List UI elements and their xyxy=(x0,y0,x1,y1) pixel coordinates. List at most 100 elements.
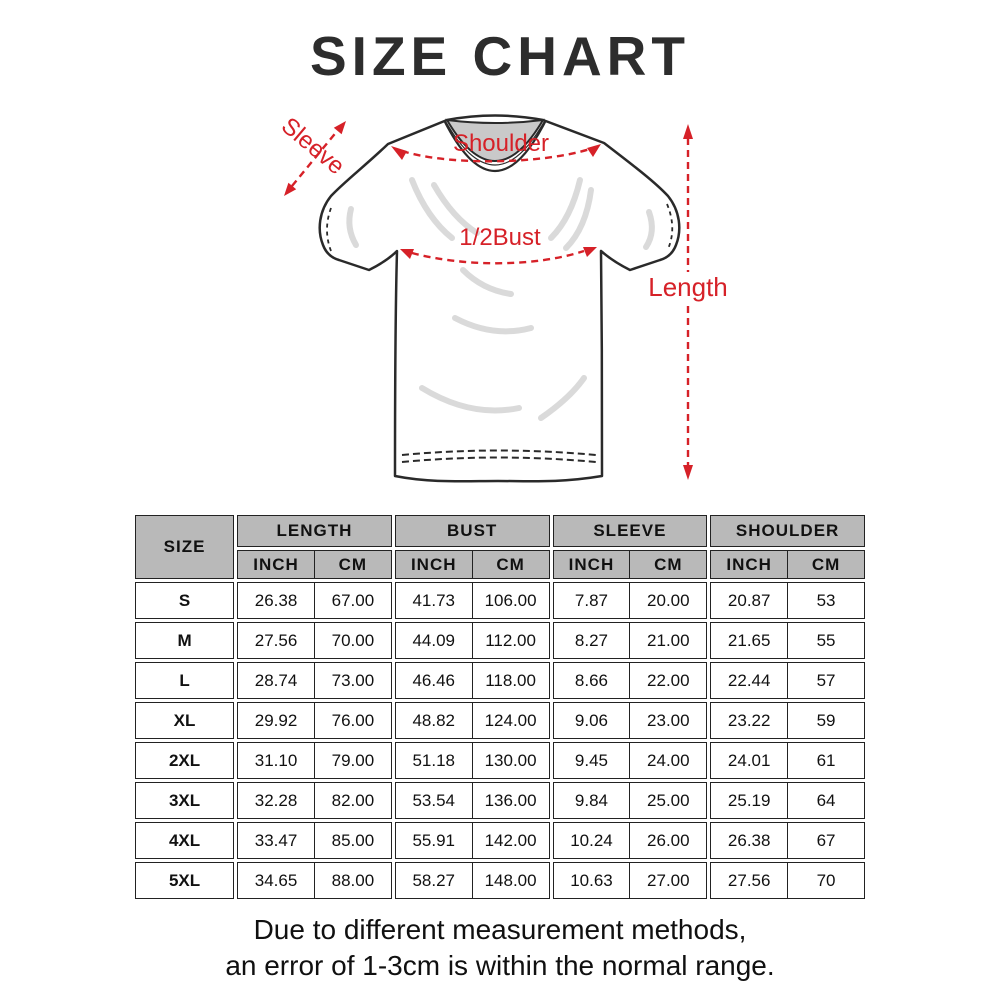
cm-value: 27.00 xyxy=(647,870,690,890)
inch-value: 24.01 xyxy=(711,743,789,778)
cm-value: 148.00 xyxy=(484,870,537,890)
unit-cm: CM xyxy=(496,554,525,574)
cm-value: 53 xyxy=(816,590,836,610)
cm-value: 22.00 xyxy=(647,670,690,690)
column-header-size: SIZE xyxy=(135,515,235,579)
unit-cm: CM xyxy=(811,554,841,574)
column-group-shoulder: SHOULDER xyxy=(710,515,865,547)
cm-value: 67.00 xyxy=(331,590,375,610)
footer-note: Due to different measurement methods, an… xyxy=(225,912,774,984)
inch-value: 10.24 xyxy=(554,823,631,858)
inch-value: 44.09 xyxy=(396,623,473,658)
unit-cm: CM xyxy=(338,554,368,574)
inch-value: 9.84 xyxy=(554,783,631,818)
cm-value: 136.00 xyxy=(484,790,537,810)
header-unit-row: INCH CM INCH CM INCH CM xyxy=(135,550,865,579)
length-top-arrowhead xyxy=(683,124,693,139)
table-row: 5XL 34.65 88.00 58.27 148.00 10.63 27.00 27.56 7… xyxy=(135,862,865,899)
measurement-cell: 46.46 118.00 xyxy=(394,662,550,699)
measurement-cell: 27.56 70.00 xyxy=(237,622,392,659)
bust-arrow-line xyxy=(411,249,585,265)
shoulder-units: INCH CM xyxy=(710,550,865,579)
measurement-cell: 27.56 70 xyxy=(710,862,865,899)
measurement-cell: 58.27 148.00 xyxy=(394,862,550,899)
inch-value: 9.45 xyxy=(554,743,631,778)
inch-value: 9.06 xyxy=(554,703,631,738)
cm-value: 70.00 xyxy=(331,630,375,650)
cm-value: 70 xyxy=(816,870,836,890)
cm-value: 21.00 xyxy=(647,630,690,650)
measurement-cell: 22.44 57 xyxy=(710,662,865,699)
size-label: S xyxy=(135,582,235,619)
measurement-cell: 20.87 53 xyxy=(710,582,865,619)
tshirt-measurement-diagram: Shoulder 1/2Bust Sleeve Length xyxy=(250,88,750,508)
inch-value: 48.82 xyxy=(396,703,473,738)
footer-line-1: Due to different measurement methods, xyxy=(253,914,747,945)
inch-value: 33.47 xyxy=(238,823,315,858)
inch-value: 46.46 xyxy=(396,663,473,698)
size-table: SIZE LENGTH BUST SLEEVE SHOULDER INCH CM… xyxy=(132,512,868,902)
inch-value: 8.27 xyxy=(554,623,631,658)
inch-value: 31.10 xyxy=(238,743,315,778)
measurement-cell: 10.63 27.00 xyxy=(552,862,708,899)
inch-value: 26.38 xyxy=(711,823,789,858)
cm-value: 85.00 xyxy=(331,830,375,850)
measurement-cell: 21.65 55 xyxy=(710,622,865,659)
measurement-cell: 31.10 79.00 xyxy=(237,742,392,779)
measurement-cell: 32.28 82.00 xyxy=(237,782,392,819)
table-row: L 28.74 73.00 46.46 118.00 8.66 22.00 22.44 57 xyxy=(135,662,865,699)
measurement-cell: 25.19 64 xyxy=(710,782,865,819)
cm-value: 82.00 xyxy=(331,790,375,810)
measurement-cell: 26.38 67.00 xyxy=(237,582,392,619)
hem-stitch-top xyxy=(401,449,597,456)
size-table-body: S 26.38 67.00 41.73 106.00 7.87 20.00 20.87 53 M 2… xyxy=(135,582,865,899)
collar-band-seam xyxy=(443,120,547,173)
measurement-cell: 29.92 76.00 xyxy=(237,702,392,739)
inch-value: 23.22 xyxy=(711,703,789,738)
column-group-length: LENGTH xyxy=(237,515,392,547)
measurement-cell: 53.54 136.00 xyxy=(394,782,550,819)
cm-value: 24.00 xyxy=(647,750,690,770)
cm-value: 88.00 xyxy=(331,870,375,890)
tshirt-wrinkles xyxy=(346,177,655,421)
table-row: S 26.38 67.00 41.73 106.00 7.87 20.00 20.87 53 xyxy=(135,582,865,619)
measurement-cell: 9.45 24.00 xyxy=(552,742,708,779)
measurement-cell: 33.47 85.00 xyxy=(237,822,392,859)
cm-value: 79.00 xyxy=(331,750,375,770)
sleeve-arrow-line xyxy=(291,129,339,187)
measurement-cell: 8.27 21.00 xyxy=(552,622,708,659)
table-row: 4XL 33.47 85.00 55.91 142.00 10.24 26.00 26.38 6… xyxy=(135,822,865,859)
cm-value: 106.00 xyxy=(484,590,537,610)
inch-value: 41.73 xyxy=(396,583,473,618)
cm-value: 73.00 xyxy=(331,670,375,690)
footer-line-2: an error of 1-3cm is within the normal r… xyxy=(225,949,775,981)
inch-value: 21.65 xyxy=(711,623,789,658)
hem-stitch-bottom xyxy=(401,456,597,463)
inch-value: 27.56 xyxy=(238,623,315,658)
size-label: 5XL xyxy=(135,862,235,899)
column-group-sleeve: SLEEVE xyxy=(552,515,708,547)
cm-value: 130.00 xyxy=(484,750,537,770)
length-label: Length xyxy=(648,272,728,302)
shoulder-left-arrowhead xyxy=(391,146,407,160)
cm-value: 25.00 xyxy=(647,790,690,810)
cm-value: 142.00 xyxy=(484,830,537,850)
measurement-cell: 7.87 20.00 xyxy=(552,582,708,619)
cm-value: 55 xyxy=(816,630,836,650)
inch-value: 27.56 xyxy=(711,863,789,898)
measurement-cell: 23.22 59 xyxy=(710,702,865,739)
measurement-cell: 55.91 142.00 xyxy=(394,822,550,859)
inch-value: 8.66 xyxy=(554,663,631,698)
inch-value: 22.44 xyxy=(711,663,789,698)
measurement-cell: 34.65 88.00 xyxy=(237,862,392,899)
bust-left-arrowhead xyxy=(400,249,414,259)
inch-value: 32.28 xyxy=(238,783,315,818)
inch-value: 10.63 xyxy=(554,863,631,898)
measurement-cell: 51.18 130.00 xyxy=(394,742,550,779)
table-row: XL 29.92 76.00 48.82 124.00 9.06 23.00 23.22 59 xyxy=(135,702,865,739)
right-cuff-stitch xyxy=(666,203,674,250)
unit-inch: INCH xyxy=(554,551,631,578)
inch-value: 20.87 xyxy=(711,583,789,618)
cm-value: 20.00 xyxy=(647,590,690,610)
inch-value: 28.74 xyxy=(238,663,315,698)
